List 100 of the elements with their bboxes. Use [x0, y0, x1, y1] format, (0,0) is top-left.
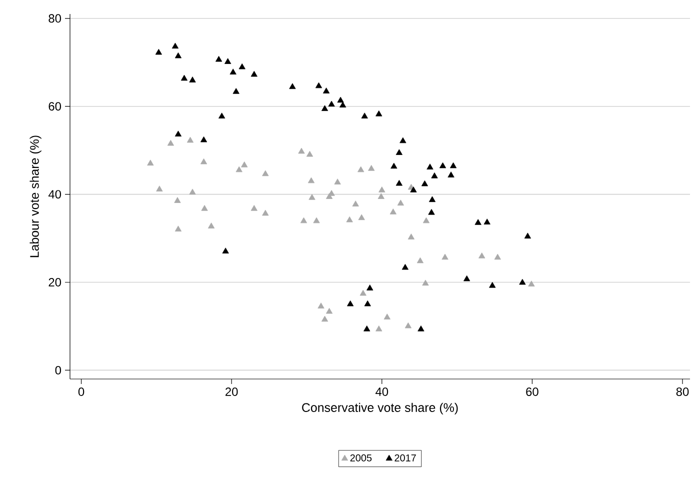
point [238, 63, 246, 70]
y-tick-label: 20 [48, 278, 62, 286]
point [422, 280, 429, 286]
point [201, 205, 208, 211]
point [478, 252, 486, 258]
point [174, 52, 182, 58]
point [232, 88, 240, 94]
point [448, 172, 454, 178]
point [474, 219, 482, 225]
point [262, 210, 269, 216]
y-tick-label: 80 [48, 14, 62, 23]
point [236, 166, 242, 172]
point [321, 105, 328, 111]
point [378, 186, 386, 192]
point [431, 172, 438, 178]
point [358, 214, 365, 220]
point [215, 56, 222, 62]
point [426, 164, 434, 170]
point [400, 137, 406, 144]
point [358, 166, 364, 172]
point [308, 194, 316, 200]
point [186, 136, 194, 143]
point [298, 148, 305, 154]
point [484, 218, 490, 224]
point [390, 208, 396, 214]
point [200, 158, 208, 164]
point [489, 282, 496, 288]
point [321, 316, 328, 322]
point [364, 326, 370, 332]
point [366, 284, 374, 290]
point [396, 149, 402, 155]
point [397, 200, 404, 206]
point [300, 217, 308, 224]
point [390, 162, 398, 169]
point [318, 302, 324, 308]
point [402, 264, 408, 270]
point [416, 257, 424, 264]
point [439, 162, 446, 168]
point [328, 100, 335, 107]
legend-label: 2017 [394, 454, 416, 462]
point [155, 48, 162, 55]
point [421, 180, 428, 186]
point [174, 226, 182, 232]
point [306, 150, 314, 157]
point [384, 314, 390, 320]
point [450, 162, 457, 168]
point [189, 76, 196, 82]
point [418, 326, 424, 332]
point [352, 200, 359, 206]
point [200, 136, 208, 142]
point [172, 42, 179, 49]
point [347, 300, 354, 306]
point [174, 130, 182, 136]
point [376, 326, 382, 332]
point [368, 164, 375, 171]
point [222, 248, 229, 254]
point [442, 254, 448, 260]
point [428, 208, 435, 215]
point [250, 205, 258, 211]
point [408, 234, 415, 240]
point [147, 160, 154, 166]
point [360, 290, 366, 296]
point [308, 177, 315, 184]
x-tick-label: 0 [78, 388, 84, 396]
x-axis-title: Conservative vote share (%) [302, 402, 458, 414]
point [404, 322, 412, 328]
legend-label: 2005 [350, 454, 372, 462]
point [315, 82, 322, 88]
point [337, 96, 344, 103]
y-axis-title: Labour vote share (%) [30, 136, 42, 258]
point [224, 58, 232, 64]
point [378, 193, 384, 199]
point [334, 178, 341, 184]
point [326, 308, 333, 314]
x-tick-label: 60 [526, 388, 538, 396]
point [208, 222, 215, 228]
y-tick-label: 60 [48, 102, 62, 111]
point [313, 217, 320, 224]
y-tick-label: 40 [48, 190, 62, 199]
point [289, 83, 296, 89]
point [339, 102, 346, 108]
point [519, 278, 526, 285]
point [218, 112, 226, 118]
point [346, 216, 353, 222]
point [364, 300, 371, 306]
point [463, 275, 470, 282]
y-tick-label: 0 [55, 366, 62, 374]
point [410, 186, 417, 192]
point [376, 110, 382, 116]
point [189, 188, 196, 195]
point [262, 170, 269, 176]
point [167, 140, 174, 146]
point [428, 196, 436, 202]
point [180, 74, 188, 81]
point [230, 68, 236, 74]
point [156, 186, 163, 192]
point [396, 180, 402, 186]
point [322, 88, 330, 94]
x-tick-label: 40 [376, 388, 388, 396]
point [528, 280, 535, 286]
